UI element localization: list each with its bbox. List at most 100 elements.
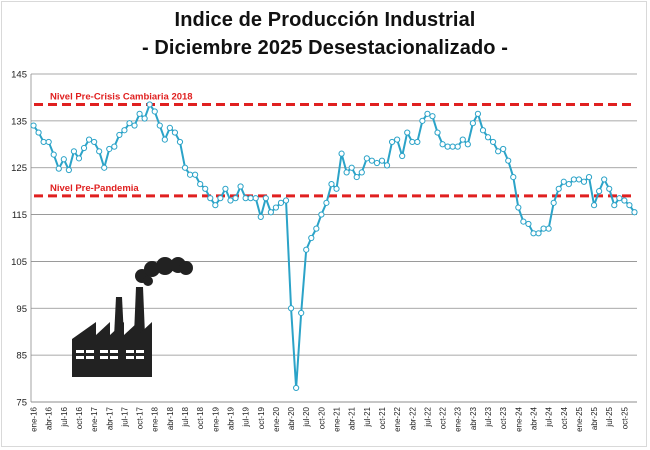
reference-lines [34, 102, 635, 198]
y-tick-label: 75 [16, 398, 27, 409]
data-point [353, 173, 360, 181]
data-point [338, 150, 345, 157]
data-point [287, 305, 295, 312]
data-point [35, 129, 42, 136]
data-point [469, 120, 476, 127]
data-point [262, 195, 269, 202]
y-tick-label: 115 [12, 210, 27, 221]
x-tick-label: jul-16 [60, 406, 69, 427]
reference-line-label: Nivel Pre-Crisis Cambiaria 2018 [50, 91, 193, 102]
data-point [131, 122, 138, 129]
data-point [101, 164, 108, 171]
data-point [429, 113, 436, 120]
y-tick-label: 135 [11, 116, 27, 127]
data-point [217, 195, 224, 202]
data-point [560, 178, 567, 185]
data-point [151, 108, 158, 115]
data-point [166, 124, 173, 131]
data-point [565, 181, 572, 188]
x-tick-label: ene-19 [211, 406, 220, 431]
x-tick-label: abr-18 [166, 406, 175, 430]
data-point [30, 122, 37, 129]
x-tick-label: oct-22 [439, 406, 448, 429]
data-point [404, 129, 411, 136]
data-point [202, 185, 209, 192]
x-tick-label: oct-19 [257, 406, 266, 429]
data-point [333, 185, 340, 192]
data-point [232, 195, 239, 202]
data-point [479, 127, 487, 134]
data-point [65, 166, 72, 174]
data-point [540, 225, 547, 232]
data-point [212, 202, 219, 209]
x-tick-label: jul-23 [484, 406, 493, 427]
data-point [515, 204, 522, 211]
x-tick-label: ene-24 [514, 406, 523, 431]
data-point [91, 138, 98, 146]
data-point [192, 171, 199, 178]
data-point [454, 143, 461, 150]
data-point [449, 143, 456, 150]
x-tick-label: ene-22 [393, 406, 402, 431]
data-point [282, 197, 290, 204]
data-point [414, 138, 421, 146]
data-point [495, 148, 502, 155]
x-tick-label: jul-17 [120, 406, 129, 427]
y-tick-label: 125 [11, 163, 27, 174]
data-point [237, 183, 244, 190]
data-point [156, 122, 163, 129]
x-axis: ene-16 abr-16 jul-16 oct-16 ene-17 abr-17 jul-… [30, 74, 637, 432]
data-point [621, 197, 628, 204]
data-point [257, 213, 264, 221]
data-point [474, 110, 482, 117]
x-tick-label: jul-19 [242, 406, 251, 427]
data-point [40, 138, 47, 146]
data-point [75, 155, 83, 162]
x-tick-label: jul-18 [181, 406, 190, 427]
data-point [252, 195, 259, 202]
x-tick-label: ene-23 [454, 406, 463, 431]
y-axis-ticks: 75 85 95 105 115 125 135 145 [11, 70, 27, 409]
data-point [424, 110, 431, 117]
data-point [368, 157, 375, 164]
data-point [308, 234, 315, 242]
x-tick-label: ene-18 [151, 406, 160, 431]
data-point [444, 143, 451, 150]
data-point [464, 141, 471, 148]
data-point [611, 202, 618, 209]
reference-line-label: Nivel Pre-Pandemia [50, 183, 139, 194]
data-point [298, 309, 305, 317]
x-tick-label: abr-24 [529, 406, 538, 430]
data-point [171, 129, 179, 136]
data-point [55, 165, 62, 172]
data-point [616, 195, 623, 202]
x-tick-label: oct-25 [620, 406, 629, 429]
data-point [489, 138, 497, 146]
series-group [30, 101, 638, 392]
x-tick-label: ene-20 [272, 406, 281, 431]
data-point [555, 185, 562, 192]
data-point [601, 176, 608, 183]
data-point [348, 164, 355, 171]
x-tick-label: oct-18 [196, 406, 205, 429]
x-tick-label: ene-16 [30, 406, 39, 431]
x-tick-label: ene-21 [333, 406, 342, 431]
data-point [267, 209, 274, 216]
data-point [580, 178, 588, 185]
x-tick-label: oct-16 [75, 406, 84, 429]
data-point [197, 181, 204, 188]
x-tick-label: abr-16 [45, 406, 54, 430]
reference-labels: Nivel Pre-Crisis Cambiaria 2018 Nivel Pre… [50, 91, 193, 193]
data-point [530, 230, 537, 237]
data-point [459, 136, 466, 143]
x-tick-label: jul-22 [423, 406, 432, 427]
x-tick-label: oct-20 [317, 406, 326, 429]
x-tick-label: abr-21 [348, 406, 357, 430]
data-point [70, 148, 78, 155]
data-point [388, 138, 396, 146]
data-point [434, 129, 441, 136]
data-point [323, 199, 330, 206]
data-point [227, 197, 234, 204]
x-tick-label: oct-23 [499, 406, 508, 429]
